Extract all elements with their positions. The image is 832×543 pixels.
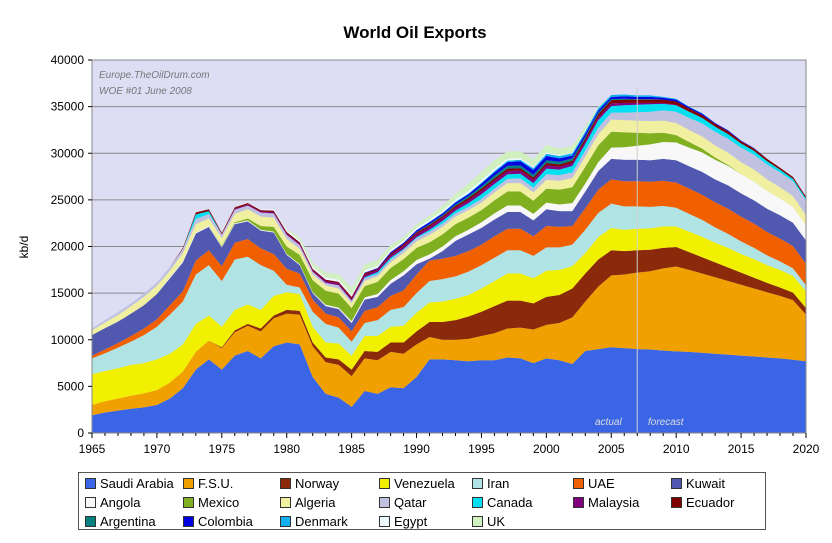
area-uae [92, 179, 806, 359]
legend-item-saudi-arabia: Saudi Arabia [85, 474, 174, 492]
legend-label: Qatar [394, 494, 427, 510]
y-tick-label: 15000 [51, 286, 85, 300]
legend-label: Iran [487, 475, 510, 491]
forecast-label: forecast [648, 417, 685, 428]
x-tick-label: 2020 [793, 442, 820, 456]
legend-label: Kuwait [686, 475, 726, 491]
legend-label: Colombia [198, 513, 253, 529]
axes: 0 5000 10000 15000 20000 25000 30000 35000 40000… [51, 53, 820, 456]
legend-item-norway: Norway [280, 474, 339, 492]
legend-label: UK [487, 513, 506, 529]
legend-item-iran: Iran [472, 474, 509, 492]
legend-label: Ecuador [686, 494, 735, 510]
legend-label: Norway [295, 475, 340, 491]
x-tick-label: 1990 [403, 442, 430, 456]
y-tick-label: 35000 [51, 100, 85, 114]
legend-swatch [280, 496, 291, 508]
x-tick-label: 1995 [468, 442, 495, 456]
legend-swatch [183, 515, 194, 527]
area-venezuela [92, 226, 806, 406]
legend-label: Saudi Arabia [100, 475, 174, 491]
y-tick-label: 10000 [51, 333, 85, 347]
legend-item-colombia: Colombia [183, 512, 253, 530]
legend-item-uae: UAE [573, 474, 615, 492]
area-qatar [92, 110, 806, 331]
source-line-2: WOE #01 June 2008 [99, 86, 192, 97]
legend-item-uk: UK [472, 512, 505, 530]
legend-label: Venezuela [394, 475, 455, 491]
stacked-areas [92, 94, 806, 433]
legend-swatch [472, 515, 483, 527]
area-canada [92, 103, 806, 329]
legend-swatch [472, 496, 483, 508]
chart-legend: Saudi Arabia F.S.U. Norway Venezuela Iran UAE… [78, 472, 766, 530]
legend-swatch [472, 477, 483, 489]
legend-swatch [379, 496, 390, 508]
legend-swatch [671, 496, 682, 508]
legend-label: Egypt [394, 513, 428, 529]
y-tick-label: 30000 [51, 146, 85, 160]
legend-item-venezuela: Venezuela [379, 474, 455, 492]
legend-swatch [183, 477, 194, 489]
legend-swatch [85, 477, 96, 489]
legend-label: Denmark [295, 513, 348, 529]
legend-item-f-s-u-: F.S.U. [183, 474, 233, 492]
legend-swatch [573, 477, 584, 489]
legend-item-canada: Canada [472, 493, 533, 511]
area-saudi-arabia [92, 342, 806, 433]
legend-item-mexico: Mexico [183, 493, 239, 511]
legend-swatch [280, 477, 291, 489]
legend-label: Mexico [198, 494, 240, 510]
x-tick-label: 1980 [273, 442, 300, 456]
actual-label: actual [595, 417, 622, 428]
y-tick-label: 20000 [51, 240, 85, 254]
legend-swatch [280, 515, 291, 527]
legend-label: Malaysia [588, 494, 640, 510]
legend-item-malaysia: Malaysia [573, 493, 639, 511]
legend-item-argentina: Argentina [85, 512, 156, 530]
y-axis-label: kb/d [17, 236, 31, 259]
legend-item-denmark: Denmark [280, 512, 348, 530]
legend-label: Angola [100, 494, 141, 510]
area-f-s-u- [92, 266, 806, 416]
legend-label: Algeria [295, 494, 336, 510]
x-tick-label: 2000 [533, 442, 560, 456]
y-tick-label: 5000 [57, 379, 84, 393]
area-mexico [92, 131, 806, 336]
legend-item-qatar: Qatar [379, 493, 427, 511]
legend-item-ecuador: Ecuador [671, 493, 734, 511]
legend-label: F.S.U. [198, 475, 234, 491]
legend-item-egypt: Egypt [379, 512, 427, 530]
legend-item-angola: Angola [85, 493, 140, 511]
oil-exports-chart: World Oil Exports kb/d 0 5000 10000 15000 20… [17, 23, 820, 456]
area-algeria [92, 119, 806, 336]
legend-swatch [379, 477, 390, 489]
legend-item-algeria: Algeria [280, 493, 335, 511]
legend-item-kuwait: Kuwait [671, 474, 725, 492]
y-tick-label: 0 [77, 426, 84, 440]
legend-swatch [573, 496, 584, 508]
x-tick-label: 1965 [79, 442, 106, 456]
legend-label: Canada [487, 494, 533, 510]
x-tick-label: 1970 [144, 442, 171, 456]
legend-swatch [85, 496, 96, 508]
chart-title: World Oil Exports [343, 23, 486, 42]
legend-swatch [85, 515, 96, 527]
area-iran [92, 203, 806, 375]
legend-swatch [671, 477, 682, 489]
y-tick-label: 25000 [51, 193, 85, 207]
x-tick-label: 2010 [663, 442, 690, 456]
x-tick-label: 2005 [598, 442, 625, 456]
y-tick-label: 40000 [51, 53, 85, 67]
x-tick-label: 2015 [728, 442, 755, 456]
legend-label: UAE [588, 475, 615, 491]
x-tick-label: 1975 [208, 442, 235, 456]
legend-swatch [379, 515, 390, 527]
x-tick-label: 1985 [338, 442, 365, 456]
source-line-1: Europe.TheOilDrum.com [99, 70, 210, 81]
legend-swatch [183, 496, 194, 508]
area-norway [92, 246, 806, 406]
legend-label: Argentina [100, 513, 156, 529]
